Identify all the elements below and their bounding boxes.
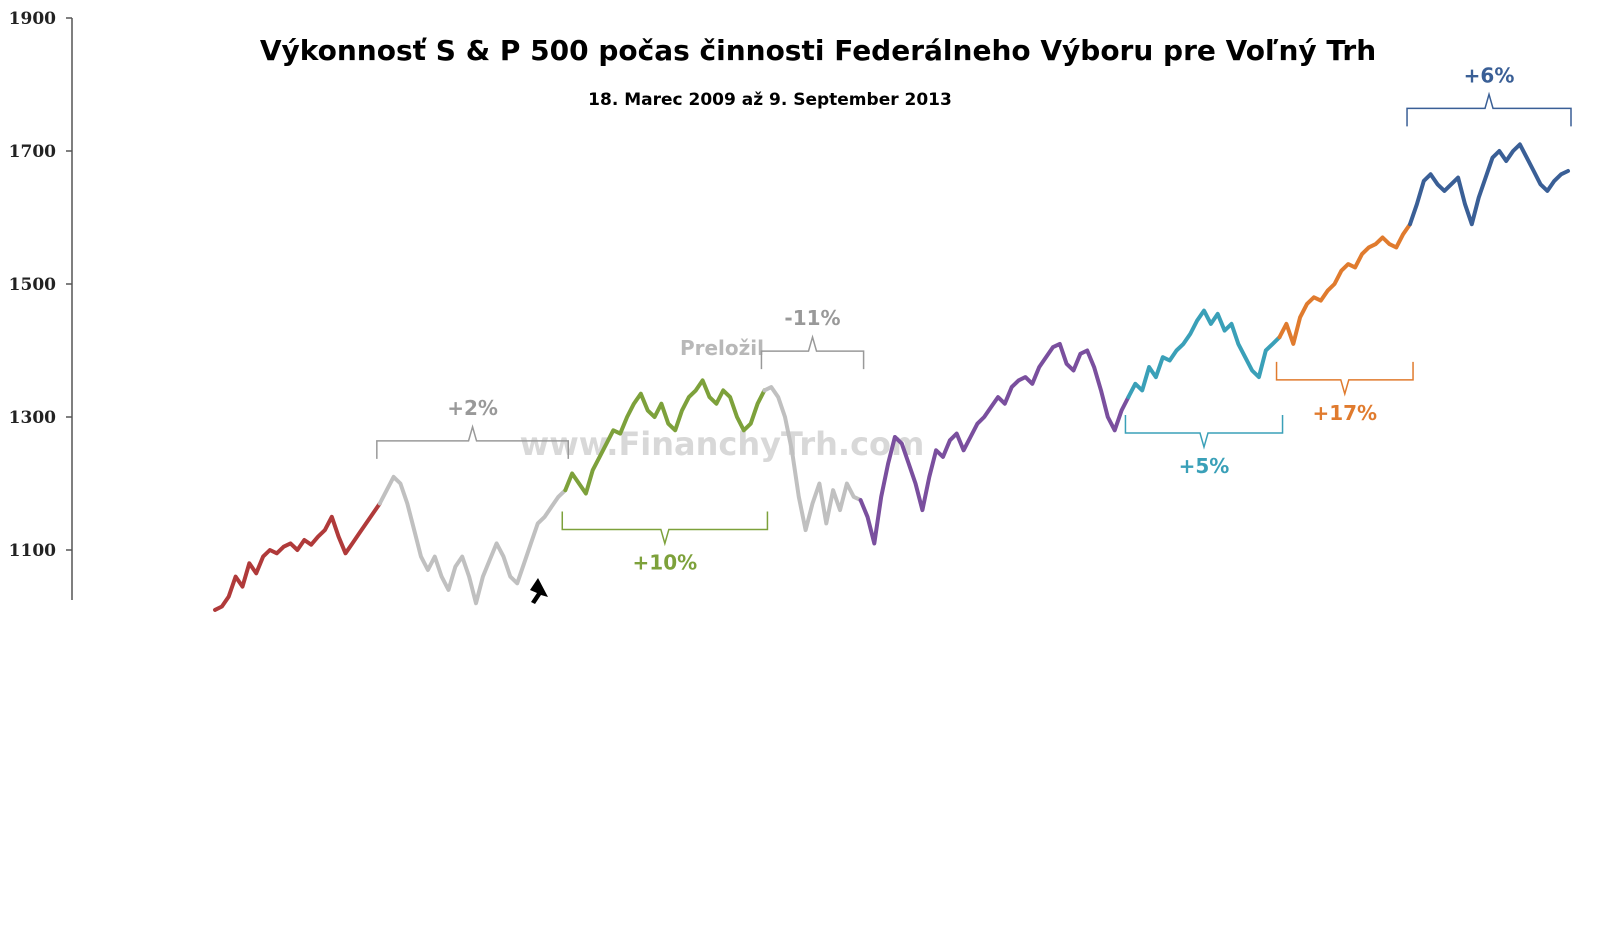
annotation-label-1: +10% bbox=[633, 550, 698, 574]
cursor-icon bbox=[530, 578, 548, 604]
y-tick-label: 1100 bbox=[9, 541, 56, 561]
chart-subtitle: 18. Marec 2009 až 9. September 2013 bbox=[588, 90, 952, 110]
series-lines bbox=[213, 142, 1570, 612]
chart-title: Výkonnosť S & P 500 počas činnosti Feder… bbox=[260, 34, 1376, 67]
y-ticks: 1100 1300 1500 1700 1900 bbox=[9, 9, 72, 561]
y-tick-label: 1300 bbox=[9, 408, 56, 428]
series-line-7 bbox=[1408, 142, 1570, 227]
series-line-3 bbox=[762, 385, 863, 533]
y-tick-label: 1700 bbox=[9, 142, 56, 162]
series-line-4 bbox=[858, 341, 1131, 546]
credit-text: Preložil bbox=[680, 336, 764, 360]
annotation-bracket-3 bbox=[1124, 415, 1284, 450]
series-line-2 bbox=[563, 378, 767, 496]
series-line-5 bbox=[1126, 308, 1282, 400]
annotation-label-5: +6% bbox=[1464, 63, 1515, 87]
annotation-bracket-1 bbox=[561, 511, 769, 547]
annotation-label-3: +5% bbox=[1179, 454, 1230, 478]
series-line-6 bbox=[1277, 222, 1412, 346]
annotation-bracket-5 bbox=[1406, 91, 1572, 127]
annotation-label-2: -11% bbox=[784, 306, 840, 330]
annotation-bracket-2 bbox=[760, 334, 865, 370]
y-tick-label: 1900 bbox=[9, 9, 56, 29]
series-line-0 bbox=[213, 501, 382, 612]
annotation-bracket-4 bbox=[1275, 361, 1414, 397]
series-line-1 bbox=[377, 474, 568, 606]
annotation-label-4: +17% bbox=[1312, 401, 1377, 425]
y-tick-label: 1500 bbox=[9, 275, 56, 295]
annotation-bracket-0 bbox=[376, 424, 570, 459]
annotation-label-0: +2% bbox=[447, 396, 498, 420]
annotations: +2% +10% -11% +5% +17% +6% bbox=[376, 63, 1572, 574]
watermark-text: www.FinanchyTrh.com bbox=[520, 425, 925, 463]
